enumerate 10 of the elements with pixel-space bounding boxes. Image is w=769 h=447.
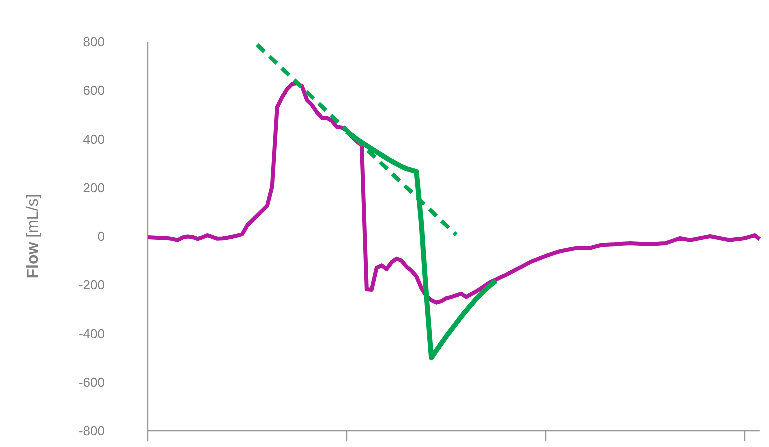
y-tick-label: 800 <box>83 34 105 50</box>
y-tick-label: 0 <box>98 229 105 244</box>
y-tick-label: 200 <box>83 180 105 196</box>
y-tick-label: -600 <box>78 374 105 390</box>
y-tick-label: 400 <box>83 132 105 147</box>
y-tick-label: -200 <box>78 278 105 293</box>
y-axis-title: Flow [mL/s] <box>25 194 42 279</box>
y-tick-label: -400 <box>78 326 105 342</box>
y-tick-label: -800 <box>78 424 105 439</box>
y-tick-label: 600 <box>83 83 105 98</box>
